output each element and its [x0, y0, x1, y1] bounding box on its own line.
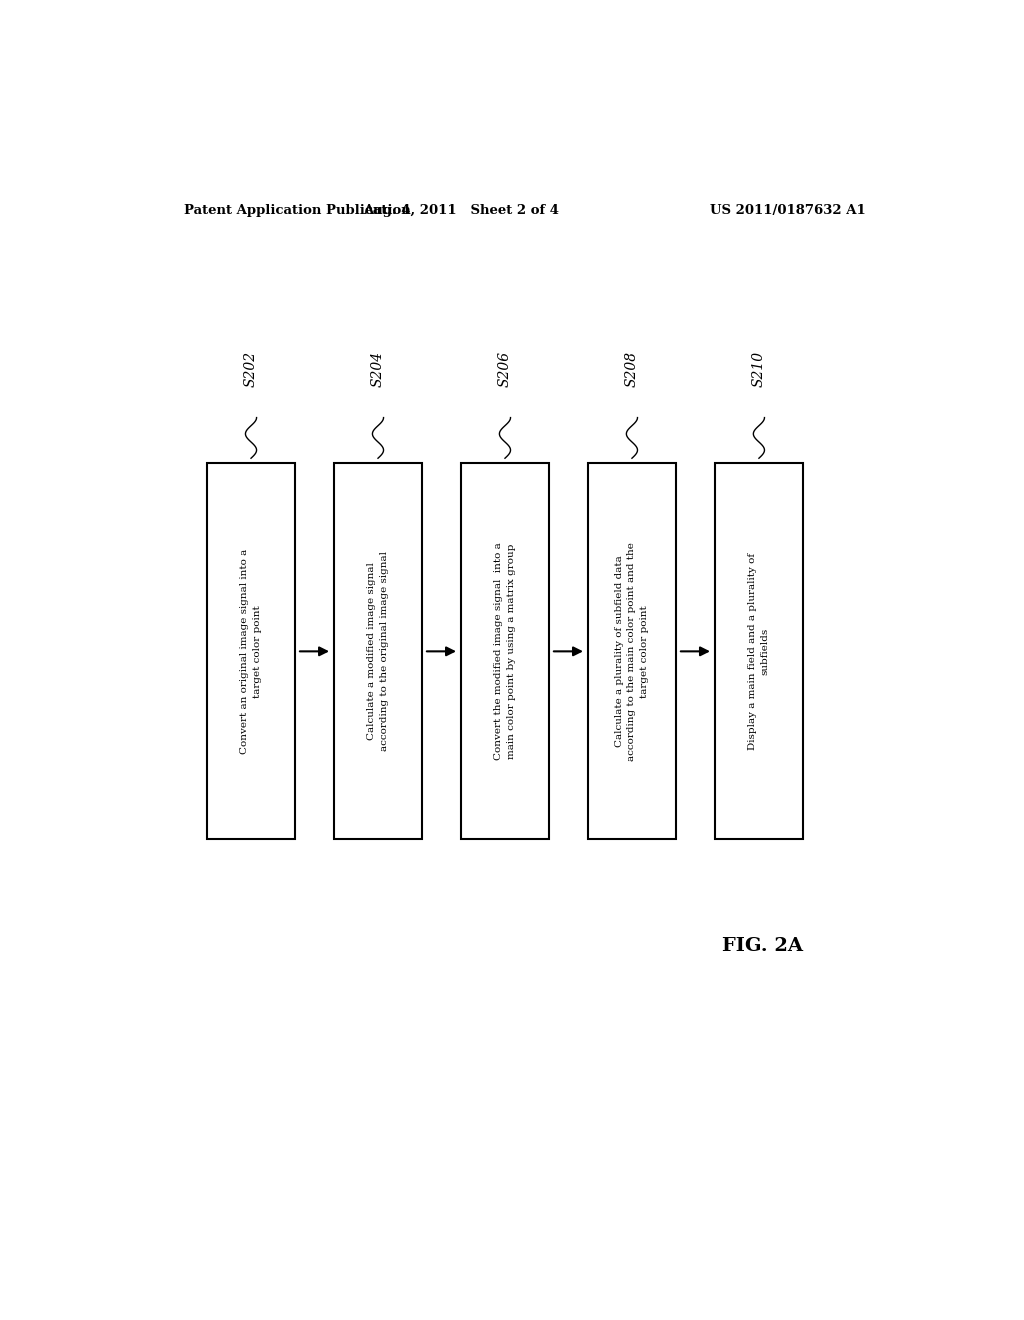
Text: S208: S208: [625, 351, 639, 387]
Bar: [207, 463, 295, 840]
Text: S206: S206: [498, 351, 512, 387]
Text: S210: S210: [752, 351, 766, 387]
Text: Patent Application Publication: Patent Application Publication: [183, 205, 411, 216]
Text: Calculate a modified image signal
according to the original image signal: Calculate a modified image signal accord…: [368, 552, 389, 751]
Text: Convert the modified image signal  into a
main color point by using a matrix gro: Convert the modified image signal into a…: [495, 543, 516, 760]
Text: S202: S202: [244, 351, 258, 387]
Bar: [334, 463, 422, 840]
Text: FIG. 2A: FIG. 2A: [722, 937, 804, 956]
Text: S204: S204: [371, 351, 385, 387]
Text: Display a main field and a plurality of
subfields: Display a main field and a plurality of …: [749, 553, 770, 750]
Text: Calculate a plurality of subfield data
according to the main color point and the: Calculate a plurality of subfield data a…: [615, 543, 649, 760]
Text: US 2011/0187632 A1: US 2011/0187632 A1: [711, 205, 866, 216]
Text: Aug. 4, 2011   Sheet 2 of 4: Aug. 4, 2011 Sheet 2 of 4: [364, 205, 559, 216]
Bar: [588, 463, 676, 840]
Bar: [715, 463, 803, 840]
Bar: [461, 463, 549, 840]
Text: Convert an original image signal into a
target color point: Convert an original image signal into a …: [241, 549, 262, 754]
